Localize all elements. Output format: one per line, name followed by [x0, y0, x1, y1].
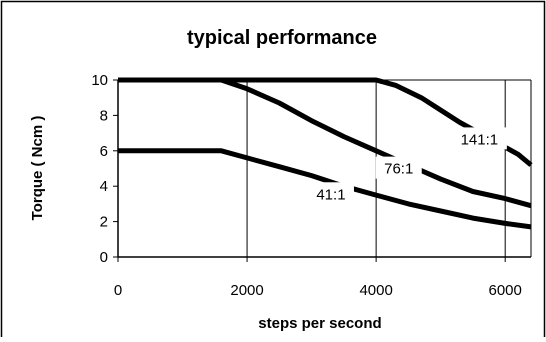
series-label-bg: [451, 127, 507, 150]
x-tick-label: 0: [114, 282, 122, 299]
y-tick-label: 0: [100, 249, 108, 266]
series-label-layer: 141:1 76:1 41:1: [307, 127, 507, 205]
series-label: 141:1: [461, 131, 499, 148]
series-label: 76:1: [384, 161, 413, 178]
chart-title: typical performance: [187, 27, 377, 49]
y-tick-label: 8: [100, 107, 108, 124]
y-tick-label: 4: [100, 178, 108, 195]
y-axis-title: Torque ( Ncm ): [29, 116, 46, 221]
series-line-1: [118, 77, 532, 209]
y-tick-label: 10: [91, 72, 108, 89]
x-axis-title: steps per second: [258, 315, 381, 332]
y-tick-label: 6: [100, 143, 108, 160]
y-tick-label: 2: [100, 214, 108, 231]
x-tick-label: 4000: [359, 282, 392, 299]
series-label-bg: [307, 182, 354, 205]
series-label: 41:1: [316, 186, 345, 203]
axis-layer: 0 2 4 6 8 10 0 2000 4000 6000: [91, 72, 532, 299]
series-layer: [118, 77, 533, 230]
x-tick-label: 2000: [230, 282, 263, 299]
series-label-bg: [375, 156, 422, 179]
x-tick-label: 6000: [489, 282, 522, 299]
